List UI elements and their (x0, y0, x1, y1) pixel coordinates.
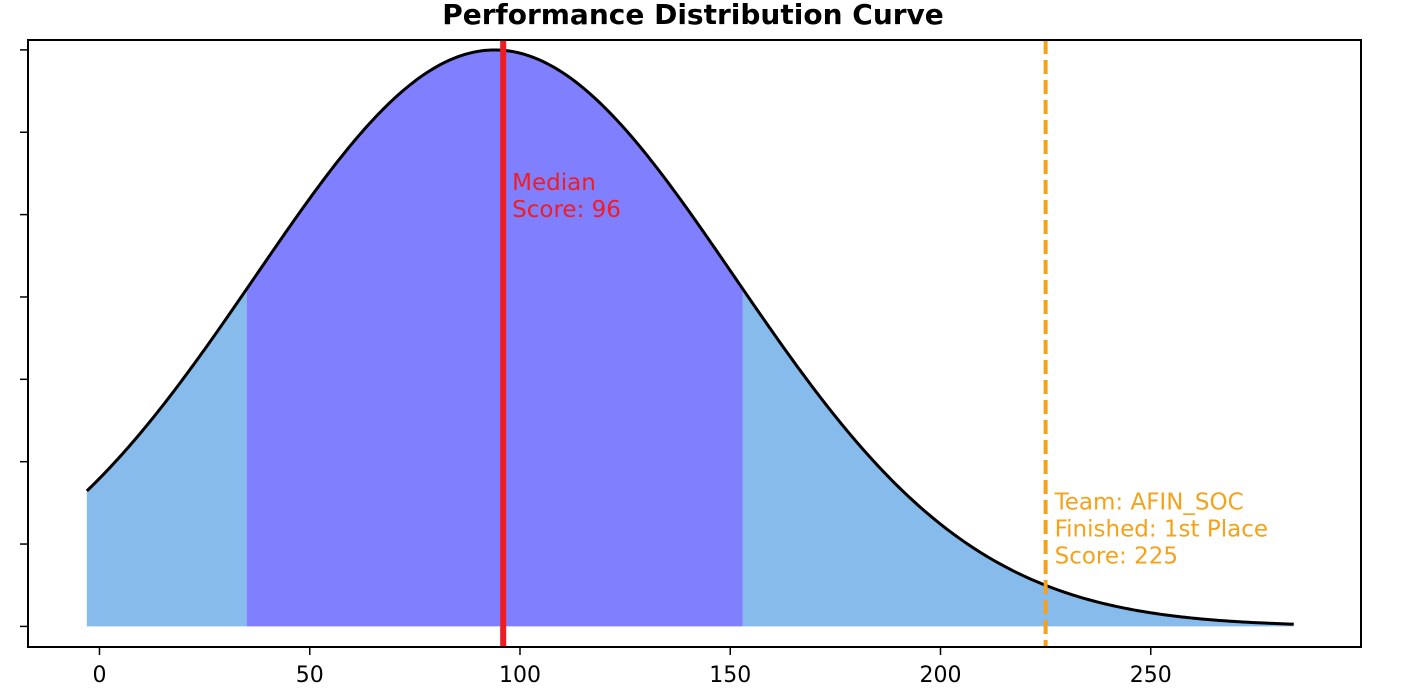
distribution-curve (85, 48, 1294, 626)
shaded-regions (86, 49, 1294, 627)
team-label-line-2: Score: 225 (1055, 543, 1178, 569)
median-label-line-0: Median (512, 170, 596, 196)
y-axis (20, 49, 28, 628)
x-tick-label-250: 250 (1130, 663, 1172, 688)
x-tick-label-150: 150 (709, 663, 751, 688)
team-label-line-1: Finished: 1st Place (1055, 516, 1268, 542)
x-tick-label-200: 200 (919, 663, 961, 688)
marker-lines (500, 40, 1048, 647)
x-tick-label-0: 0 (92, 663, 106, 688)
x-tick-label-100: 100 (499, 663, 541, 688)
shaded-region-1 (246, 49, 743, 627)
median-label-line-1: Score: 96 (512, 197, 621, 223)
plot-frame (27, 39, 1362, 648)
shaded-region-2 (742, 289, 1294, 627)
x-tick-label-50: 50 (296, 663, 324, 688)
chart-title: Performance Distribution Curve (442, 0, 944, 31)
x-axis: 0 50 100 150 200 250 (92, 647, 1172, 688)
team-label-line-0: Team: AFIN_SOC (1054, 489, 1244, 515)
shaded-region-0 (86, 289, 247, 627)
